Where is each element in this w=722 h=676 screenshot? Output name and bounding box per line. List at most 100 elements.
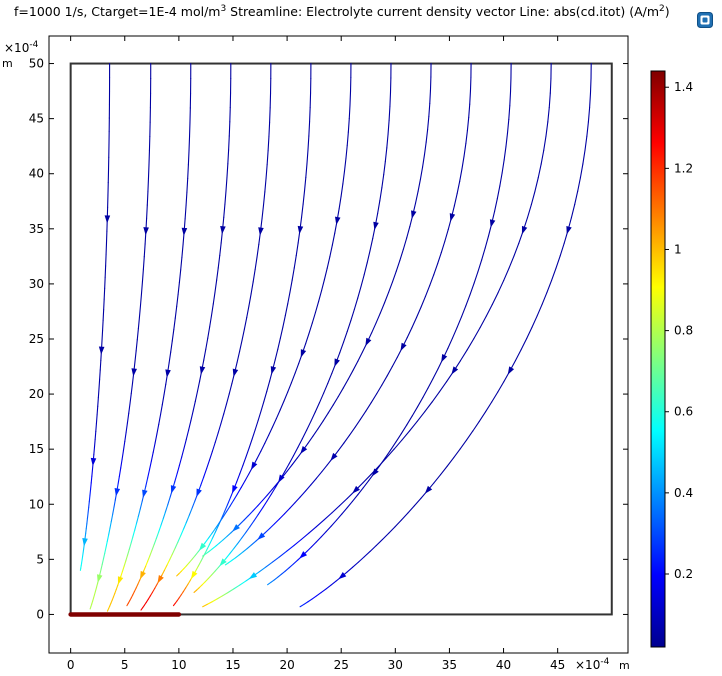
streamline-arrow — [411, 210, 417, 219]
streamline-segment — [311, 311, 317, 324]
streamline-segment — [145, 477, 149, 487]
streamline-segment — [96, 405, 99, 416]
streamline-segment — [526, 326, 533, 340]
streamline-segment — [342, 378, 349, 389]
streamline-segment — [203, 468, 208, 478]
streamline-segment — [161, 394, 165, 406]
streamline-segment — [84, 533, 87, 539]
streamline-segment — [456, 316, 463, 329]
streamline-segment — [348, 104, 351, 120]
streamline-segment — [95, 414, 98, 424]
streamline-segment — [258, 566, 267, 573]
streamline-segment — [293, 538, 302, 547]
streamline-segment — [240, 480, 246, 489]
streamline-segment — [270, 579, 275, 584]
streamline-segment — [314, 402, 321, 413]
streamline-segment — [115, 584, 119, 590]
streamline-segment — [411, 406, 419, 417]
streamline-segment — [228, 121, 231, 137]
streamline-segment — [289, 279, 293, 293]
streamline-segment — [342, 170, 346, 185]
streamline-segment — [559, 242, 565, 257]
streamline-segment — [294, 496, 301, 504]
streamline-segment — [151, 587, 156, 593]
streamline-arrow — [198, 542, 207, 551]
streamline-segment — [546, 280, 553, 294]
streamline-segment — [375, 312, 381, 324]
streamline-segment — [262, 500, 268, 509]
streamline-arrow — [143, 227, 149, 236]
streamline-segment — [200, 476, 205, 486]
streamline-segment — [360, 274, 365, 288]
streamline-segment — [325, 525, 332, 533]
streamline-segment — [586, 121, 589, 137]
streamline-segment — [92, 594, 96, 599]
streamline-arrow — [365, 337, 372, 347]
streamline-segment — [176, 293, 179, 307]
streamline-segment — [202, 553, 207, 557]
streamline-segment — [484, 401, 493, 413]
streamline-segment — [306, 149, 309, 165]
streamline-segment — [384, 147, 388, 162]
streamline-segment — [379, 302, 386, 314]
streamline-segment — [275, 409, 281, 420]
streamline-segment — [174, 473, 178, 483]
streamline-segment — [126, 602, 129, 607]
streamline-segment — [262, 191, 266, 206]
streamline-segment — [491, 391, 499, 403]
streamline-segment — [176, 573, 180, 577]
streamline-segment — [307, 435, 314, 445]
streamline-segment — [145, 560, 149, 567]
streamline-segment — [346, 500, 353, 509]
streamline-segment — [321, 464, 328, 473]
streamline-segment — [185, 562, 190, 567]
streamline-segment — [163, 564, 168, 571]
streamline-segment — [246, 544, 252, 550]
streamline-segment — [257, 500, 263, 507]
streamline-arrow — [181, 227, 188, 236]
streamline-segment — [395, 432, 403, 443]
streamline-segment — [161, 569, 165, 576]
streamline-segment — [381, 375, 388, 386]
streamline-segment — [347, 369, 354, 380]
streamline-segment — [339, 341, 345, 354]
streamline-segment — [152, 442, 156, 453]
streamline-segment — [437, 252, 442, 265]
streamline-segment — [280, 570, 286, 575]
streamline-segment — [106, 608, 110, 612]
streamline-segment — [281, 470, 288, 478]
streamline-segment — [251, 429, 256, 440]
streamline-segment — [128, 402, 131, 414]
streamline-segment — [94, 430, 97, 440]
streamline-segment — [194, 551, 199, 557]
streamline-segment — [472, 420, 480, 432]
streamline — [202, 62, 432, 557]
streamline-segment — [310, 411, 316, 422]
streamline-arrow — [449, 213, 456, 222]
streamline-segment — [317, 290, 323, 303]
streamline-arrow — [352, 485, 360, 494]
streamline-segment — [289, 502, 296, 509]
streamline-segment — [110, 599, 113, 604]
streamline-segment — [261, 494, 268, 502]
streamline-segment — [286, 463, 293, 472]
streamline-segment — [335, 513, 343, 521]
streamline-segment — [391, 356, 398, 368]
streamline-segment — [473, 326, 481, 340]
streamline-arrow — [257, 532, 266, 540]
streamline-segment — [205, 337, 209, 350]
streamline-segment — [582, 149, 586, 165]
streamline-segment — [325, 584, 332, 590]
streamline-segment — [185, 429, 190, 440]
streamline-segment — [424, 285, 431, 298]
streamline-segment — [513, 242, 520, 257]
streamline-segment — [534, 177, 539, 192]
streamline-segment — [351, 494, 359, 502]
streamline-segment — [497, 381, 505, 393]
streamline-segment — [135, 339, 138, 352]
streamline-segment — [543, 135, 547, 151]
y-axis-unit: m — [2, 57, 13, 70]
streamline-segment — [459, 349, 468, 362]
streamline-segment — [257, 507, 264, 516]
